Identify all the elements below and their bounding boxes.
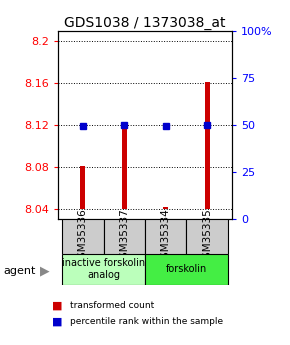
Bar — [80, 166, 85, 209]
Bar — [104, 219, 145, 254]
Bar — [62, 219, 104, 254]
Title: GDS1038 / 1373038_at: GDS1038 / 1373038_at — [64, 16, 226, 30]
Text: transformed count: transformed count — [70, 301, 154, 310]
Text: GSM35337: GSM35337 — [119, 208, 129, 265]
Text: forskolin: forskolin — [166, 264, 207, 274]
Bar — [205, 82, 210, 209]
Bar — [145, 219, 186, 254]
Text: agent: agent — [3, 266, 35, 276]
Text: ■: ■ — [52, 300, 63, 310]
Text: GSM35335: GSM35335 — [202, 208, 212, 265]
Bar — [122, 124, 127, 209]
Bar — [145, 254, 228, 285]
Text: GSM35336: GSM35336 — [78, 208, 88, 265]
Bar — [62, 254, 145, 285]
Text: GSM35334: GSM35334 — [161, 208, 171, 265]
Text: percentile rank within the sample: percentile rank within the sample — [70, 317, 223, 326]
Text: ■: ■ — [52, 317, 63, 326]
Bar — [163, 207, 168, 209]
Text: ▶: ▶ — [40, 264, 50, 277]
Text: inactive forskolin
analog: inactive forskolin analog — [62, 258, 145, 280]
Bar — [186, 219, 228, 254]
